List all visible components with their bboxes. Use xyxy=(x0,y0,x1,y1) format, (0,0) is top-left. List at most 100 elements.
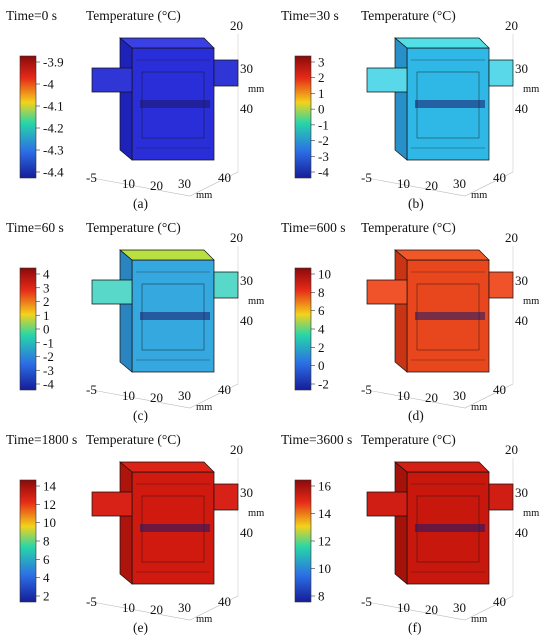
x-axis-unit: mm xyxy=(196,402,212,413)
x-axis-tick: 10 xyxy=(397,388,410,403)
x-axis-tick: 40 xyxy=(218,594,231,609)
panel-a: Time=0 s Temperature (°C) -3.9 -4 -4.1 -4.2 -4… xyxy=(0,0,275,212)
panel-f: Time=3600 s Temperature (°C) 16 14 12 10 8 -5 10… xyxy=(275,424,550,636)
housing-model xyxy=(91,249,239,373)
time-label: Time=600 s xyxy=(281,220,346,235)
housing-model xyxy=(91,37,239,161)
y-axis-tick: 30 xyxy=(240,61,253,76)
y-axis-tick: 40 xyxy=(240,525,253,540)
colorbar-tick-label: -3.9 xyxy=(43,55,64,70)
x-axis-tick: 40 xyxy=(493,170,506,185)
colorbar-tick-label: -2 xyxy=(318,133,329,148)
housing-side xyxy=(119,249,133,373)
x-axis-tick: 20 xyxy=(425,390,438,405)
x-axis-tick: -5 xyxy=(361,594,372,609)
panel-caption: (b) xyxy=(408,196,424,211)
right-flange xyxy=(213,483,239,511)
panel-caption: (d) xyxy=(408,408,424,423)
colorbar-tick-label: 2 xyxy=(318,340,325,355)
colorbar-tick-label: 4 xyxy=(43,267,50,282)
colorbar-tick-label: -4.2 xyxy=(43,121,64,136)
housing-top xyxy=(394,461,490,473)
x-axis-tick: 30 xyxy=(178,600,191,615)
colorbar-tick-label: 8 xyxy=(318,589,325,604)
colorbar-tick-label: -1 xyxy=(43,335,54,350)
panel-caption: (e) xyxy=(133,620,148,635)
y-axis-tick: 40 xyxy=(515,313,528,328)
panel-d: Time=600 s Temperature (°C) 10 8 6 4 2 0 -2 -5 10 2… xyxy=(275,212,550,424)
x-axis-tick: 40 xyxy=(218,382,231,397)
left-flange xyxy=(366,67,408,93)
colorbar xyxy=(294,267,312,391)
colorbar-tick-label: 8 xyxy=(43,534,50,549)
housing-model xyxy=(366,37,514,161)
right-flange xyxy=(488,59,514,87)
x-axis-unit: mm xyxy=(471,402,487,413)
axis-frame-bottom xyxy=(91,383,239,409)
colorbar-tick-label: 14 xyxy=(43,479,57,494)
housing-model xyxy=(366,461,514,585)
housing-side xyxy=(119,37,133,161)
y-axis-tick: 30 xyxy=(240,485,253,500)
y-axis-tick: 20 xyxy=(230,18,243,33)
x-axis-tick: 10 xyxy=(397,600,410,615)
axis-frame-bottom xyxy=(91,595,239,621)
x-axis-tick: 30 xyxy=(178,388,191,403)
panel-e: Time=1800 s Temperature (°C) 14 12 10 8 6 4 2 -5 1… xyxy=(0,424,275,636)
temperature-title: Temperature (°C) xyxy=(86,8,181,23)
panel-a-svg: Time=0 s Temperature (°C) -3.9 -4 -4.1 -4.2 -4… xyxy=(6,8,264,211)
left-flange xyxy=(366,491,408,517)
colorbar-tick-label: -4.3 xyxy=(43,143,64,158)
axis-frame-bottom xyxy=(91,171,239,197)
colorbar-tick-label: 6 xyxy=(43,552,50,567)
shaft xyxy=(140,312,210,320)
colorbar-tick-label: 8 xyxy=(318,285,325,300)
left-flange xyxy=(91,491,133,517)
temperature-title: Temperature (°C) xyxy=(361,432,456,447)
time-label: Time=0 s xyxy=(6,8,57,23)
left-flange xyxy=(366,279,408,305)
right-flange xyxy=(213,271,239,299)
housing-top xyxy=(119,461,215,473)
y-axis-tick: 40 xyxy=(515,525,528,540)
x-axis-tick: 20 xyxy=(425,602,438,617)
shaft xyxy=(140,100,210,108)
temperature-title: Temperature (°C) xyxy=(86,432,181,447)
colorbar-tick-label: 10 xyxy=(318,267,331,282)
colorbar-tick-label: 0 xyxy=(318,358,325,373)
colorbar-tick-label: -1 xyxy=(318,117,329,132)
x-axis-tick: -5 xyxy=(86,170,97,185)
x-axis-tick: -5 xyxy=(361,170,372,185)
axis-frame-bottom xyxy=(366,595,514,621)
panel-graphics: Time=3600 s Temperature (°C) 16 14 12 10 8 -5 10… xyxy=(281,432,539,635)
x-axis-tick: 10 xyxy=(397,176,410,191)
housing-side xyxy=(119,461,133,585)
colorbar xyxy=(19,55,37,179)
x-axis-tick: 20 xyxy=(150,602,163,617)
colorbar-tick-label: 4 xyxy=(43,570,50,585)
colorbar-tick-label: -4 xyxy=(318,165,329,180)
colorbar-tick-label: 2 xyxy=(318,70,325,85)
panel-graphics: Time=1800 s Temperature (°C) 14 12 10 8 6 4 2 -5 1… xyxy=(6,432,264,635)
right-flange xyxy=(488,271,514,299)
colorbar-tick-label: -4.1 xyxy=(43,99,64,114)
housing-side xyxy=(394,37,408,161)
colorbar-tick-label: 1 xyxy=(43,308,50,323)
colorbar xyxy=(19,479,37,603)
housing-side xyxy=(394,461,408,585)
panel-c: Time=60 s Temperature (°C) 4 3 2 1 0 -1 -2 -3 -4 -5… xyxy=(0,212,275,424)
x-axis-tick: 20 xyxy=(425,178,438,193)
colorbar-tick-label: 1 xyxy=(318,86,325,101)
x-axis-tick: 20 xyxy=(150,390,163,405)
panel-caption: (f) xyxy=(408,620,422,635)
x-axis-tick: -5 xyxy=(361,382,372,397)
y-axis-unit: mm xyxy=(248,296,264,307)
housing-top xyxy=(394,37,490,49)
colorbar-tick-label: 4 xyxy=(318,322,325,337)
colorbar-tick-label: 6 xyxy=(318,303,325,318)
y-axis-tick: 30 xyxy=(240,273,253,288)
